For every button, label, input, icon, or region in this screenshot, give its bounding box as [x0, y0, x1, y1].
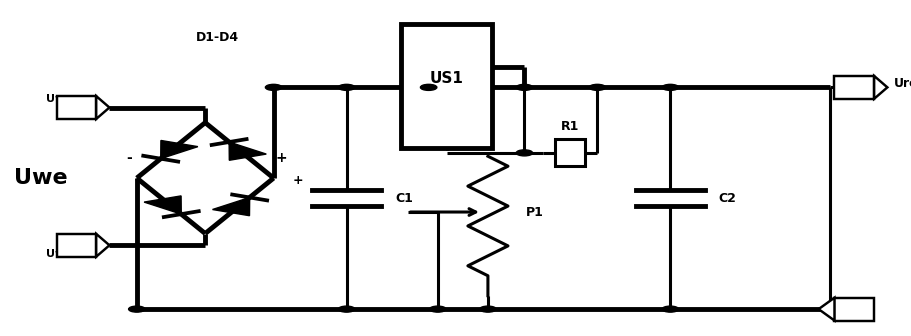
Text: D1-D4: D1-D4 [196, 31, 239, 44]
Circle shape [516, 150, 532, 156]
Text: Ureg: Ureg [893, 78, 911, 90]
Bar [554, 139, 585, 166]
Circle shape [420, 84, 436, 90]
Circle shape [338, 84, 354, 90]
Circle shape [265, 84, 281, 90]
Text: C1: C1 [394, 192, 413, 205]
Circle shape [516, 84, 532, 90]
Polygon shape [873, 76, 886, 99]
Circle shape [661, 306, 678, 312]
Polygon shape [144, 196, 181, 214]
Circle shape [429, 306, 445, 312]
Bar [56, 234, 97, 257]
Polygon shape [229, 142, 266, 160]
Circle shape [479, 306, 496, 312]
Text: Uwe: Uwe [14, 168, 67, 188]
Text: -: - [127, 151, 132, 165]
Circle shape [661, 84, 678, 90]
Bar [56, 96, 97, 119]
Text: US1: US1 [429, 72, 464, 86]
Polygon shape [212, 198, 250, 216]
Text: 0: 0 [843, 299, 852, 312]
Text: +: + [292, 174, 302, 187]
Circle shape [589, 84, 605, 90]
Text: R1: R1 [560, 120, 578, 133]
Bar [834, 76, 873, 99]
Circle shape [128, 306, 145, 312]
Text: Uwe: Uwe [46, 249, 72, 259]
Bar [401, 24, 492, 148]
Polygon shape [160, 140, 198, 159]
Text: Uwe: Uwe [46, 94, 72, 104]
Polygon shape [97, 234, 109, 257]
Bar [834, 298, 873, 321]
Text: +: + [275, 151, 286, 165]
Text: P1: P1 [526, 206, 544, 218]
Polygon shape [97, 96, 109, 119]
Text: C2: C2 [718, 192, 736, 205]
Circle shape [338, 306, 354, 312]
Polygon shape [818, 298, 834, 321]
